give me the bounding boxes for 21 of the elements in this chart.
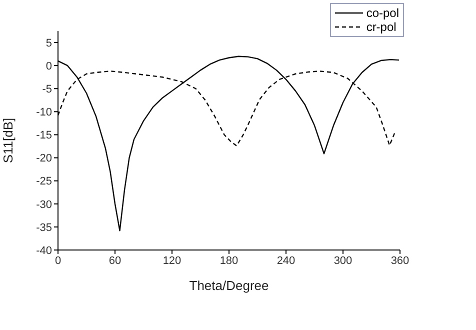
y-tick-label: -40 <box>36 244 52 257</box>
y-tick-label: -35 <box>36 222 52 234</box>
x-tick-label: 0 <box>54 254 62 267</box>
x-tick-label: 360 <box>390 254 410 267</box>
x-tick-label: 120 <box>162 254 182 267</box>
x-axis-title: Theta/Degree <box>189 278 269 293</box>
x-tick-label: 300 <box>334 254 352 267</box>
y-tick-label: 5 <box>46 37 52 50</box>
x-tick-label: 180 <box>220 254 238 267</box>
y-tick-label: -30 <box>36 198 52 211</box>
y-tick-label: -15 <box>36 130 52 142</box>
legend-label: co-pol <box>366 6 399 20</box>
y-tick-label: -10 <box>36 106 52 119</box>
y-axis-title: S11[dB] <box>0 118 16 164</box>
x-tick-label: 240 <box>276 254 296 267</box>
y-tick-label: -5 <box>42 84 52 96</box>
y-tick-label: 0 <box>46 60 52 72</box>
legend-label: cr-pol <box>366 20 396 34</box>
y-tick-label: -25 <box>36 176 52 188</box>
y-tick-label: -20 <box>36 152 52 165</box>
x-tick-label: 60 <box>108 254 122 267</box>
